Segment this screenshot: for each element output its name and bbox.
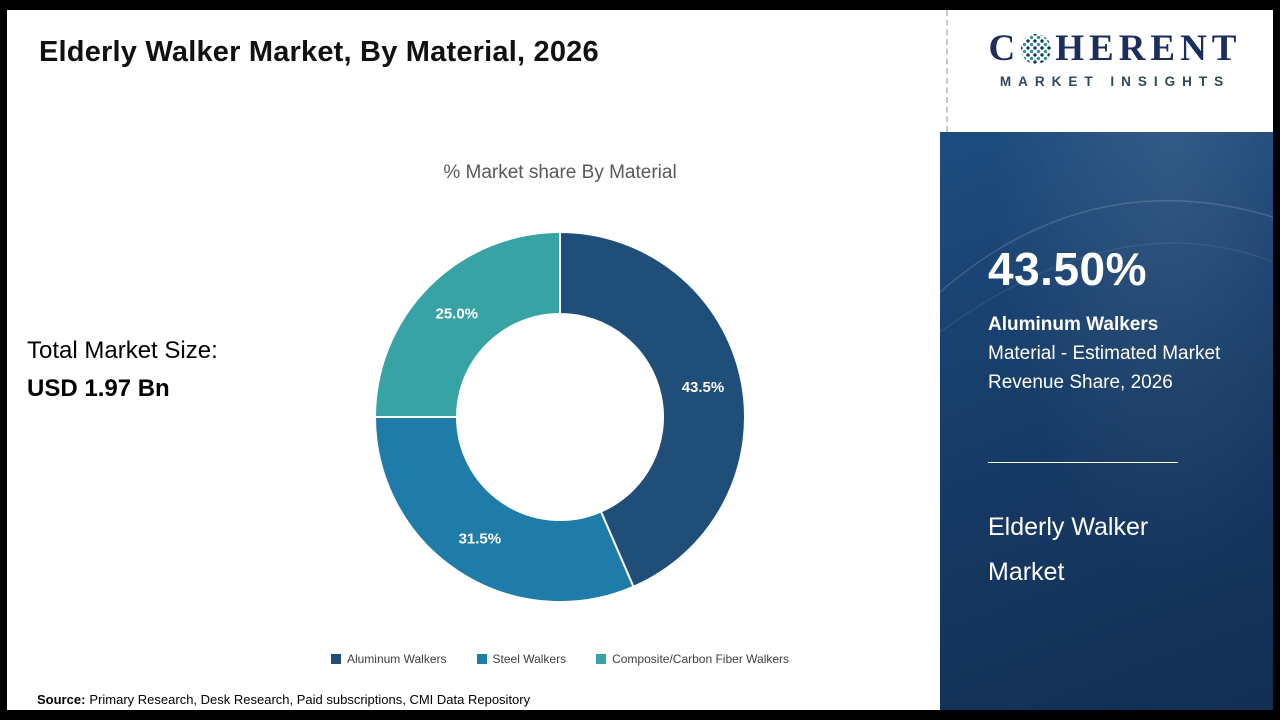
legend-item: Aluminum Walkers xyxy=(330,652,447,666)
logo-wordmark-rest: HERENT xyxy=(1055,28,1242,69)
logo-subtitle: MARKET INSIGHTS xyxy=(999,74,1231,89)
legend-label: Composite/Carbon Fiber Walkers xyxy=(612,652,790,666)
stat-category: Aluminum Walkers xyxy=(988,314,1159,335)
legend-swatch xyxy=(330,654,341,664)
total-market-size-value: USD 1.97 Bn xyxy=(27,375,170,402)
stat-value: 43.50% xyxy=(988,243,1148,295)
sidebar-market-name: Elderly Walker Market xyxy=(988,513,1149,586)
page-title: Elderly Walker Market, By Material, 2026 xyxy=(39,36,599,68)
donut-chart: 43.5% 31.5% 25.0% xyxy=(373,230,746,603)
sidebar-divider xyxy=(988,462,1178,463)
chart-title: % Market share By Material xyxy=(443,162,677,183)
source-text: Primary Research, Desk Research, Paid su… xyxy=(89,692,531,707)
total-market-size-label: Total Market Size: xyxy=(27,337,218,364)
source-line: Source: Primary Research, Desk Research, … xyxy=(37,692,530,707)
sidebar-decor-swoosh xyxy=(940,199,1273,333)
header-divider xyxy=(946,10,948,132)
donut-slice-label: 43.5% xyxy=(682,379,725,396)
legend-label: Steel Walkers xyxy=(492,652,567,666)
legend-swatch xyxy=(596,654,607,664)
legend-label: Aluminum Walkers xyxy=(346,652,447,666)
donut-slice xyxy=(373,230,561,418)
stat-description: Material - Estimated Market Revenue Shar… xyxy=(988,343,1221,393)
stat-description-block: Aluminum Walkers Material - Estimated Ma… xyxy=(988,310,1226,397)
total-market-size: Total Market Size: USD 1.97 Bn xyxy=(27,332,218,408)
legend-item: Steel Walkers xyxy=(476,652,567,666)
logo-letter-c: C xyxy=(988,28,1021,69)
donut-slice-label: 25.0% xyxy=(435,305,478,322)
donut-slice-label: 31.5% xyxy=(459,531,502,548)
logo-dotted-globe-icon xyxy=(1021,33,1052,64)
brand-logo: C HERENT MARKET INSIGHTS xyxy=(963,30,1267,126)
highlight-sidebar: 43.50% Aluminum Walkers Material - Estim… xyxy=(940,132,1273,710)
chart-legend: Aluminum Walkers Steel Walkers Composite/C… xyxy=(170,652,950,666)
report-canvas: Elderly Walker Market, By Material, 2026… xyxy=(7,10,1273,710)
legend-swatch xyxy=(476,654,487,664)
donut-slice xyxy=(559,230,746,589)
source-label: Source: xyxy=(37,692,86,707)
logo-wordmark: C HERENT xyxy=(963,30,1267,67)
legend-item: Composite/Carbon Fiber Walkers xyxy=(596,652,789,666)
donut-slice xyxy=(373,416,635,603)
